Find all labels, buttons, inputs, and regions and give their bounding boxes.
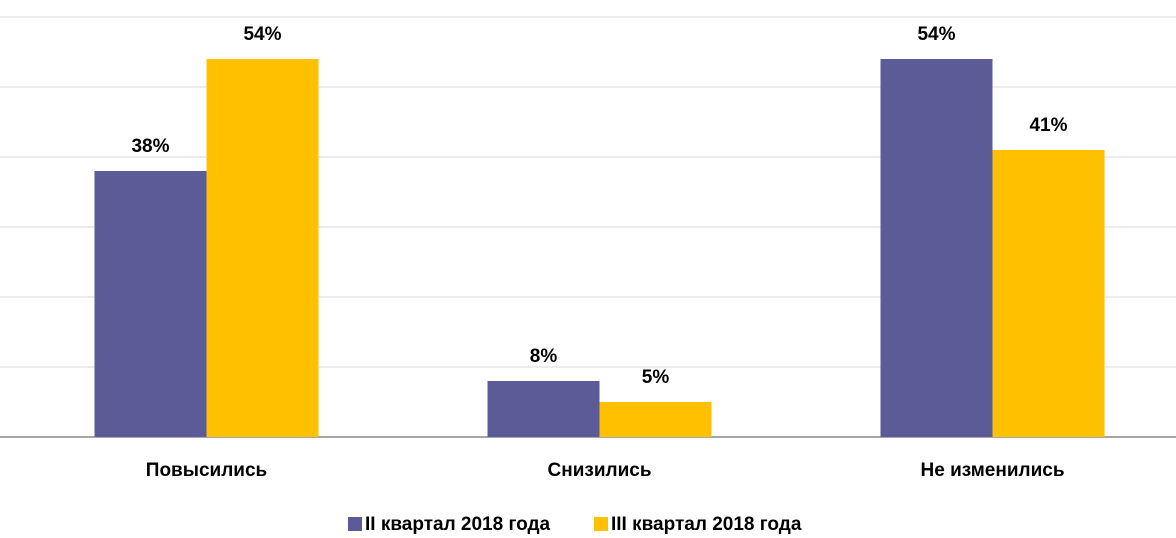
bar	[992, 150, 1105, 437]
bar	[880, 59, 993, 437]
legend-swatch	[348, 517, 362, 531]
x-tick-label: Повысились	[146, 460, 267, 481]
data-label: 41%	[1029, 115, 1067, 136]
x-tick-label: Снизились	[548, 460, 652, 481]
bar	[487, 381, 600, 437]
legend-swatch	[594, 517, 608, 531]
legend-label: II квартал 2018 года	[365, 514, 551, 535]
x-tick-label: Не изменились	[921, 460, 1065, 481]
bar	[599, 402, 712, 437]
data-label: 54%	[917, 24, 955, 45]
data-label: 8%	[530, 346, 558, 367]
data-label: 5%	[642, 367, 670, 388]
bar	[206, 59, 319, 437]
data-label: 38%	[131, 136, 169, 157]
data-label: 54%	[243, 24, 281, 45]
legend-label: III квартал 2018 года	[611, 514, 802, 535]
bar	[94, 171, 207, 437]
